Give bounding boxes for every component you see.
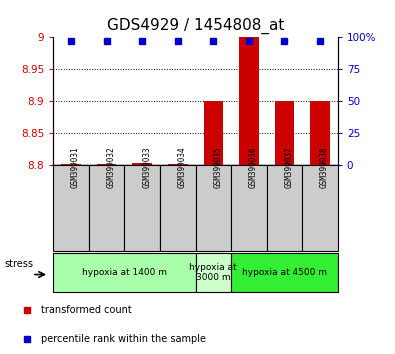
Text: GSM399031: GSM399031 — [71, 147, 80, 188]
Bar — [168, 164, 188, 165]
Bar — [310, 101, 330, 165]
Text: hypoxia at 1400 m: hypoxia at 1400 m — [82, 268, 167, 277]
Text: hypoxia at
3000 m: hypoxia at 3000 m — [190, 263, 237, 282]
Bar — [53, 165, 89, 251]
Bar — [124, 165, 160, 251]
Bar — [160, 165, 196, 251]
Bar — [231, 253, 338, 292]
Bar — [132, 163, 152, 165]
Bar — [231, 165, 267, 251]
Title: GDS4929 / 1454808_at: GDS4929 / 1454808_at — [107, 18, 284, 34]
Text: GSM399035: GSM399035 — [213, 147, 222, 188]
Text: hypoxia at 4500 m: hypoxia at 4500 m — [242, 268, 327, 277]
Bar — [97, 164, 117, 165]
Bar — [239, 37, 259, 165]
Bar — [196, 165, 231, 251]
Text: transformed count: transformed count — [41, 306, 132, 315]
Text: GSM399037: GSM399037 — [284, 147, 293, 188]
Bar — [61, 164, 81, 165]
Text: GSM399034: GSM399034 — [178, 147, 187, 188]
Bar — [203, 101, 223, 165]
Bar — [302, 165, 338, 251]
Text: percentile rank within the sample: percentile rank within the sample — [41, 334, 206, 344]
Bar — [89, 165, 124, 251]
Bar — [267, 165, 302, 251]
Bar — [196, 253, 231, 292]
Text: GSM399038: GSM399038 — [320, 147, 329, 188]
Bar — [53, 253, 196, 292]
Text: GSM399032: GSM399032 — [107, 147, 116, 188]
Text: GSM399036: GSM399036 — [249, 147, 258, 188]
Text: GSM399033: GSM399033 — [142, 147, 151, 188]
Text: stress: stress — [4, 259, 33, 269]
Bar — [275, 101, 294, 165]
